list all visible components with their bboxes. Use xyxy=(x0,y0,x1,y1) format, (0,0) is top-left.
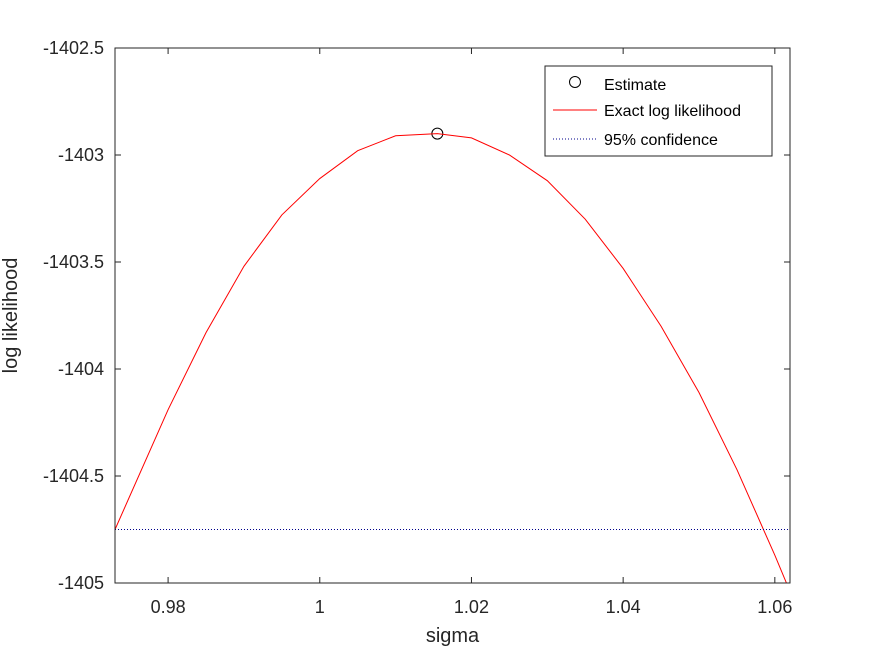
plot-frame xyxy=(114,47,791,584)
legend-box xyxy=(544,65,773,157)
legend: Estimate Exact log likelihood 95% confid… xyxy=(544,65,773,157)
y-tick-label: -1402.5 xyxy=(43,38,104,58)
x-tick-label: 1.04 xyxy=(606,597,641,617)
y-tick-label: -1403.5 xyxy=(43,252,104,272)
y-tick-label: -1403 xyxy=(58,145,104,165)
x-axis-label: sigma xyxy=(426,625,480,647)
x-tick-label: 1.06 xyxy=(757,597,792,617)
plot-content xyxy=(115,127,790,583)
legend-estimate-marker xyxy=(569,76,581,88)
y-tick-label: -1404 xyxy=(58,359,104,379)
legend-likelihood-label: Exact log likelihood xyxy=(604,103,741,120)
likelihood-curve xyxy=(115,133,787,583)
x-tick-label: 0.98 xyxy=(151,597,186,617)
x-tick-label: 1 xyxy=(315,597,325,617)
y-tick-label: -1404.5 xyxy=(43,466,104,486)
axis-ticks: 0.98 1 1.02 1.04 1.06 -1405 -1404.5 -1404 -1403.… xyxy=(43,38,792,617)
x-tick-label: 1.02 xyxy=(454,597,489,617)
legend-confidence-label: 95% confidence xyxy=(604,132,718,149)
y-axis-label: log likelihood xyxy=(0,258,22,374)
legend-estimate-label: Estimate xyxy=(604,77,666,94)
y-tick-label: -1405 xyxy=(58,573,104,593)
